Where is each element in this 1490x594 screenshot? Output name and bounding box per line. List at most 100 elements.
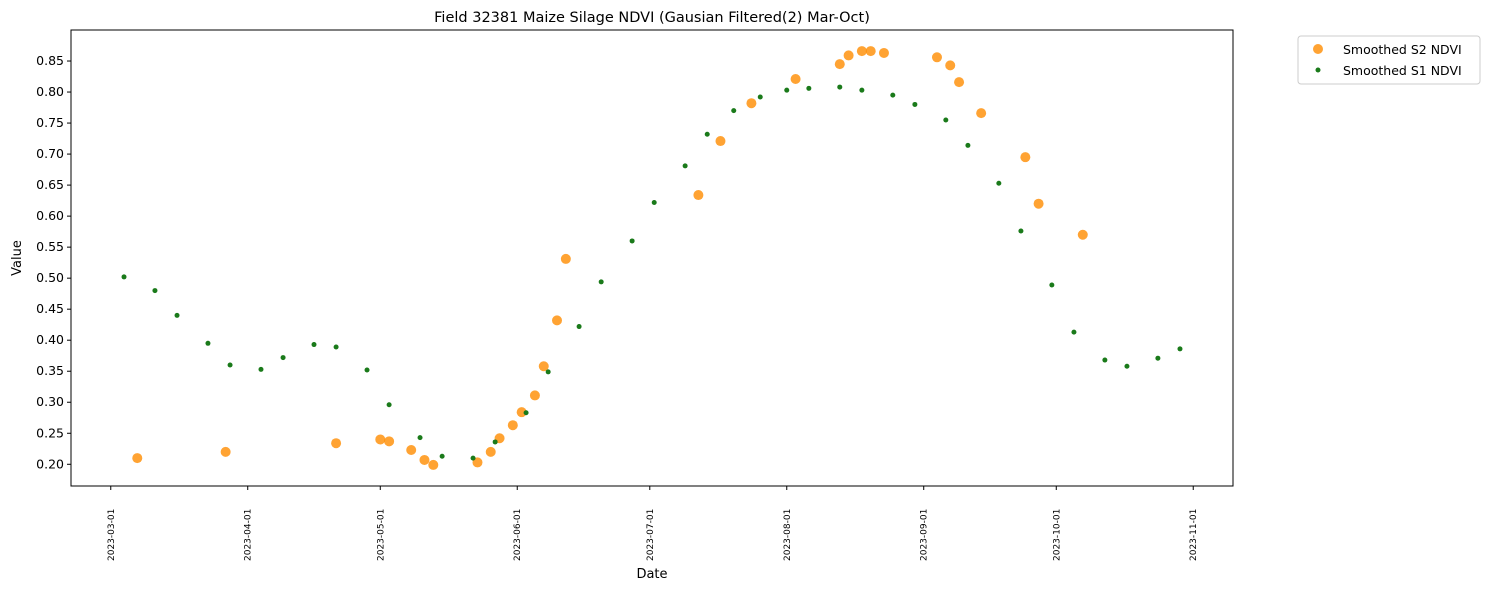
s2-ndvi-point [1033,198,1044,209]
s2-ndvi-point [384,436,395,447]
s1-ndvi-point [784,87,790,93]
legend: Smoothed S2 NDVI Smoothed S1 NDVI [1297,35,1481,85]
s1-ndvi-point [731,108,737,114]
y-tick-label: 0.75 [36,115,64,130]
s1-ndvi-point [364,367,370,373]
s1-ndvi-point [890,92,896,98]
y-tick-label: 0.35 [36,363,64,378]
s1-ndvi-point [859,87,865,93]
s1-ndvi-point [1124,363,1130,369]
s1-ndvi-point [1018,228,1024,234]
s1-ndvi-point [152,288,158,294]
s2-ndvi-point [132,453,143,464]
s1-ndvi-point [492,439,498,445]
s1-ndvi-point [1155,355,1161,361]
s1-ndvi-point [545,369,551,375]
s2-ndvi-point [375,434,386,445]
s2-ndvi-point [560,253,571,264]
s2-ndvi-point [865,46,876,57]
legend-marker-s1 [1315,67,1321,73]
s1-ndvi-point [682,163,688,169]
s1-ndvi-point [629,238,635,244]
plot-frame [70,29,1234,487]
y-tick-label: 0.30 [36,394,64,409]
y-tick-label: 0.55 [36,239,64,254]
s2-ndvi-point [220,446,231,457]
s1-ndvi-point [174,312,180,318]
x-tick-label: 2023-11-01 [1189,509,1199,561]
legend-marker-s2 [1313,44,1323,54]
s1-ndvi-point [417,435,423,441]
s2-ndvi-point [428,459,439,470]
s1-ndvi-point [1102,357,1108,363]
s1-ndvi-point [912,101,918,107]
y-tick-label: 0.80 [36,84,64,99]
s1-ndvi-point [205,340,211,346]
legend-box [1297,35,1481,85]
s1-ndvi-point [386,402,392,408]
y-tick-label: 0.85 [36,53,64,68]
s2-ndvi-point [538,361,549,372]
s2-ndvi-point [419,454,430,465]
s2-ndvi-point [693,190,704,201]
x-tick-label: 2023-09-01 [920,509,930,561]
x-tick-label: 2023-10-01 [1052,509,1062,561]
legend-label-s1: Smoothed S1 NDVI [1343,63,1462,78]
s2-ndvi-point [856,46,867,57]
s2-ndvi-point [1077,229,1088,240]
s1-ndvi-point [598,279,604,285]
s1-ndvi-point [1071,329,1077,335]
s1-ndvi-point [439,453,445,459]
y-tick-label: 0.40 [36,332,64,347]
s2-ndvi-point [954,77,965,88]
s2-ndvi-point [843,50,854,61]
y-tick-label: 0.25 [36,425,64,440]
s1-ndvi-point [757,94,763,100]
s1-ndvi-point [704,131,710,137]
s2-ndvi-point [715,136,726,147]
s1-ndvi-point [806,85,812,91]
s2-ndvi-point [834,59,845,70]
x-tick-label: 2023-07-01 [646,509,656,561]
s1-ndvi-point [965,142,971,148]
s2-ndvi-point [878,47,889,58]
s1-ndvi-point [837,84,843,90]
s2-ndvi-point [1020,152,1031,163]
s1-ndvi-point [333,344,339,350]
s1-ndvi-point [227,362,233,368]
x-tick-label: 2023-03-01 [107,509,117,561]
y-axis-label: Value [10,240,25,276]
y-tick-label: 0.20 [36,456,64,471]
s2-ndvi-point [507,420,518,431]
x-tick-label: 2023-08-01 [783,509,793,561]
s2-ndvi-point [516,407,527,418]
y-tick-label: 0.50 [36,270,64,285]
s2-ndvi-point [931,52,942,63]
y-tick-label: 0.45 [36,301,64,316]
s2-ndvi-point [552,315,563,326]
s2-ndvi-point [945,60,956,71]
s2-ndvi-point [485,446,496,457]
y-tick-label: 0.65 [36,177,64,192]
y-tick-label: 0.60 [36,208,64,223]
s1-ndvi-point [996,180,1002,186]
s2-ndvi-point [406,445,417,456]
s2-ndvi-point [529,390,540,401]
x-tick-label: 2023-06-01 [513,509,523,561]
s1-ndvi-point [258,366,264,372]
s1-ndvi-point [576,324,582,330]
x-axis-label: Date [636,567,667,582]
s2-ndvi-point [746,98,757,109]
s2-ndvi-point [472,457,483,468]
s1-ndvi-point [651,199,657,205]
chart-title: Field 32381 Maize Silage NDVI (Gausian F… [434,10,870,26]
s1-ndvi-point [470,455,476,461]
legend-label-s2: Smoothed S2 NDVI [1343,42,1462,57]
s1-ndvi-point [943,117,949,123]
y-tick-label: 0.70 [36,146,64,161]
s1-ndvi-point [523,410,529,416]
s2-ndvi-point [976,108,987,119]
s1-ndvi-point [1177,346,1183,352]
